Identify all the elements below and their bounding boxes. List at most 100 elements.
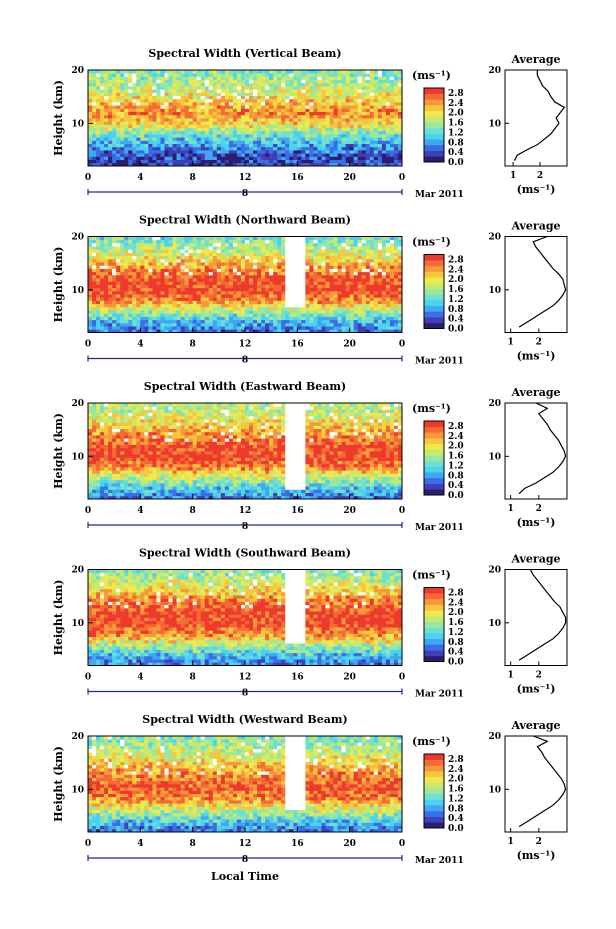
heatmap-cell xyxy=(208,86,214,90)
heatmap-cell xyxy=(333,124,338,128)
heatmap-cell xyxy=(369,130,375,135)
heatmap-cell xyxy=(192,82,198,87)
heatmap-cell xyxy=(349,246,355,250)
heatmap-cell xyxy=(220,271,226,276)
heatmap-cell xyxy=(208,252,214,257)
heatmap-cell xyxy=(144,300,149,305)
heatmap-cell xyxy=(184,313,190,317)
heatmap-cell xyxy=(349,82,355,87)
heatmap-cell xyxy=(361,239,367,244)
heatmap-cell xyxy=(104,73,109,77)
heatmap-cell xyxy=(269,86,274,90)
heatmap-cell xyxy=(253,143,258,148)
heatmap-cell xyxy=(245,105,250,109)
heatmap-cell xyxy=(257,118,262,122)
heatmap-cell xyxy=(293,162,298,167)
heatmap-cell xyxy=(309,79,314,84)
heatmap-cell xyxy=(136,310,141,314)
heatmap-cell xyxy=(329,150,334,154)
heatmap-cell xyxy=(365,287,371,292)
heatmap-cell xyxy=(120,137,125,141)
heatmap-cell xyxy=(164,306,169,311)
heatmap-cell xyxy=(152,297,157,301)
heatmap-cell xyxy=(104,137,109,141)
heatmap-cell xyxy=(100,249,105,253)
heatmap-cell xyxy=(236,274,242,279)
heatmap-cell xyxy=(236,98,242,103)
heatmap-cell xyxy=(345,268,351,273)
heatmap-cell xyxy=(124,162,129,167)
heatmap-cell xyxy=(273,140,278,144)
heatmap-cell xyxy=(253,76,258,80)
heatmap-cell xyxy=(164,290,169,295)
heatmap-cell xyxy=(140,70,145,74)
heatmap-cell xyxy=(249,278,254,282)
heatmap-cell xyxy=(96,118,101,122)
heatmap-cell xyxy=(253,239,258,244)
heatmap-cell xyxy=(140,316,145,321)
heatmap-cell xyxy=(381,130,387,135)
heatmap-cell xyxy=(277,108,282,112)
heatmap-cell xyxy=(148,95,153,100)
heatmap-cell xyxy=(325,284,330,289)
heatmap-cell xyxy=(373,319,379,324)
colorbar-swatch xyxy=(424,317,444,324)
heatmap-cell xyxy=(377,249,383,253)
y-axis-label: Height (km) xyxy=(52,247,65,323)
x-tick-label: 16 xyxy=(291,173,304,183)
heatmap-cell xyxy=(281,310,286,314)
heatmap-cell xyxy=(277,294,282,298)
heatmap-cell xyxy=(180,319,186,324)
heatmap-cell xyxy=(253,134,258,138)
heatmap-cell xyxy=(309,326,314,330)
heatmap-cell xyxy=(333,92,338,96)
heatmap-cell xyxy=(281,316,286,321)
heatmap-cell xyxy=(281,108,286,112)
heatmap-cell xyxy=(245,322,250,327)
heatmap-cell xyxy=(289,105,294,109)
heatmap-cell xyxy=(361,290,367,295)
heatmap-cell xyxy=(236,114,242,119)
heatmap-cell xyxy=(373,246,379,250)
heatmap-cell xyxy=(152,102,157,106)
heatmap-cell xyxy=(208,306,214,311)
heatmap-cell xyxy=(100,431,105,436)
heatmap-cell xyxy=(365,300,371,305)
heatmap-cell xyxy=(144,265,149,269)
heatmap-cell xyxy=(164,287,169,292)
heatmap-cell xyxy=(168,89,173,93)
heatmap-cell xyxy=(265,130,270,135)
colorbar-swatch xyxy=(424,144,444,151)
heatmap-cell xyxy=(172,108,177,112)
heatmap-cell xyxy=(377,242,383,247)
heatmap-cell xyxy=(240,121,246,125)
heatmap-cell xyxy=(329,127,334,132)
heatmap-cell xyxy=(381,271,387,276)
heatmap-cell xyxy=(188,143,194,148)
heatmap-cell xyxy=(176,111,181,116)
heatmap-cell xyxy=(385,255,391,260)
heatmap-cell xyxy=(297,134,302,138)
heatmap-cell xyxy=(257,271,262,276)
heatmap-cell xyxy=(385,316,391,321)
heatmap-cell xyxy=(333,114,338,119)
heatmap-cell xyxy=(337,82,343,87)
heatmap-cell xyxy=(200,262,206,266)
heatmap-cell xyxy=(144,73,149,77)
heatmap-cell xyxy=(188,98,194,103)
heatmap-cell xyxy=(152,246,157,250)
heatmap-cell xyxy=(220,316,226,321)
heatmap-cell xyxy=(176,262,181,266)
heatmap-cell xyxy=(196,306,202,311)
heatmap-cell xyxy=(269,118,274,122)
heatmap-cell xyxy=(293,124,298,128)
heatmap-cell xyxy=(100,412,105,417)
heatmap-cell xyxy=(277,271,282,276)
heatmap-cell xyxy=(285,121,290,125)
heatmap-cell xyxy=(377,290,383,295)
heatmap-cell xyxy=(164,143,169,148)
heatmap-cell xyxy=(96,463,101,468)
heatmap-cell xyxy=(257,143,262,148)
heatmap-cell xyxy=(96,98,101,103)
heatmap-cell xyxy=(245,284,250,289)
